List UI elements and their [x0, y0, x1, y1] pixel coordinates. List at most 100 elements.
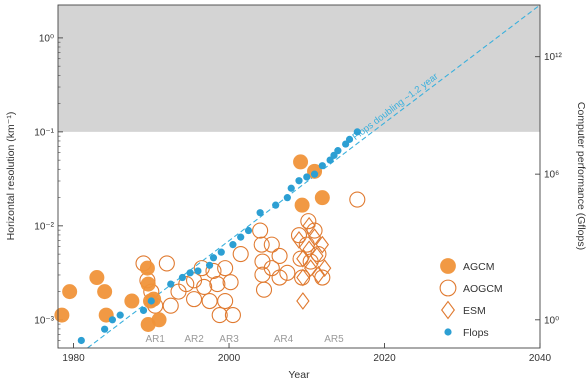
flops-point [101, 325, 109, 333]
aogcm-point [209, 276, 226, 293]
esm-point [307, 228, 322, 247]
y-axis-right-label: Computer performance (Gflops) [575, 102, 587, 250]
legend-agcm-marker [440, 258, 456, 274]
aogcm-point [252, 222, 269, 239]
aogcm-point [271, 247, 288, 264]
esm-point [296, 268, 310, 287]
agcm-point [139, 260, 155, 276]
flops-point [237, 233, 245, 241]
aogcm-point [205, 262, 222, 279]
aogcm-point [254, 253, 271, 270]
legend-esm-marker [441, 300, 455, 320]
flops-point [186, 269, 194, 277]
flops-point [303, 173, 311, 181]
agcm-point [294, 197, 310, 213]
shaded-region [58, 5, 540, 132]
aogcm-point [271, 269, 288, 286]
esm-point [315, 235, 330, 254]
esm-point [296, 292, 310, 310]
x-tick-label: 2000 [218, 353, 241, 364]
flops-point [167, 280, 175, 288]
x-axis-label: Year [288, 369, 310, 381]
legend-aogcm-marker [439, 279, 457, 297]
legend-aogcm-label: AOGCM [463, 283, 503, 295]
aogcm-point [253, 236, 270, 253]
flops-point [334, 147, 342, 155]
aogcm-point [178, 276, 195, 293]
ar-label: AR4 [274, 334, 294, 345]
flops-point [283, 194, 291, 202]
plot-frame [57, 4, 541, 349]
flops-point [194, 267, 202, 275]
agcm-point [89, 270, 105, 286]
y-left-tick-label: 10⁻³ [34, 315, 54, 326]
flops-point [209, 254, 218, 262]
flops-point [147, 297, 155, 305]
aogcm-point [217, 260, 234, 277]
esm-point [302, 216, 316, 235]
x-tick-label: 2020 [373, 353, 396, 364]
flops-point [116, 311, 124, 319]
aogcm-point [162, 297, 179, 314]
agcm-point [140, 276, 156, 292]
legend-agcm-label: AGCM [463, 261, 495, 273]
esm-point [311, 265, 326, 284]
agcm-point [293, 154, 309, 170]
agcm-point [314, 190, 330, 206]
flops-point [287, 184, 295, 192]
ar-label: AR1 [145, 334, 165, 345]
y-left-tick-label: 10⁻¹ [34, 127, 54, 138]
flops-point [345, 135, 354, 143]
flops-point [217, 248, 225, 256]
flops-point [77, 336, 85, 345]
ar-label: AR2 [184, 334, 204, 345]
x-tick-label: 2040 [529, 353, 552, 364]
aogcm-point [222, 274, 239, 291]
flops-point [272, 201, 280, 209]
aogcm-point [185, 291, 203, 308]
aogcm-point [349, 191, 366, 208]
agcm-point [54, 307, 70, 323]
ar-label: AR3 [219, 334, 239, 345]
y-right-tick-label: 10⁰ [544, 315, 559, 326]
aogcm-point [232, 245, 249, 263]
esm-point [317, 259, 332, 278]
legend-esm-label: ESM [463, 305, 486, 317]
flops-point [205, 261, 214, 269]
y-axis-right-ticks: 10¹² 10⁶ 10⁰ [535, 52, 562, 326]
flops-point [295, 177, 303, 185]
y-left-tick-label: 10⁰ [39, 33, 54, 44]
agcm-point [62, 284, 78, 300]
y-right-tick-label: 10¹² [544, 52, 562, 63]
assessment-report-labels: AR1 AR2 AR3 AR4 AR5 [145, 334, 344, 345]
esm-point [303, 259, 318, 278]
legend-flops-marker [444, 328, 452, 336]
y-axis-left-label: Horizontal resolution (km⁻¹) [5, 112, 17, 241]
x-tick-label: 1980 [62, 353, 85, 364]
flops-point [229, 241, 237, 249]
flops-point [178, 273, 186, 282]
y-right-tick-label: 10⁶ [544, 170, 559, 181]
legend-flops-label: Flops [463, 327, 489, 339]
esm-point [310, 246, 324, 265]
agcm-point [151, 312, 167, 328]
flops-point [108, 316, 117, 324]
flops-point [139, 306, 148, 315]
aogcm-point [263, 236, 280, 253]
data-markers [54, 128, 366, 345]
agcm-point [97, 284, 113, 300]
agcm-point [124, 293, 140, 309]
flops-point [353, 128, 361, 136]
esm-point [302, 240, 316, 259]
aogcm-point [279, 264, 296, 281]
flops-point [256, 209, 264, 217]
aogcm-point [217, 292, 234, 310]
legend: AGCM AOGCM ESM Flops [439, 258, 503, 339]
aogcm-point [211, 307, 228, 324]
aogcm-point [300, 213, 317, 230]
esm-point [296, 249, 310, 268]
aogcm-point [255, 281, 273, 298]
aogcm-point [158, 255, 175, 272]
y-left-tick-label: 10⁻² [34, 221, 54, 232]
